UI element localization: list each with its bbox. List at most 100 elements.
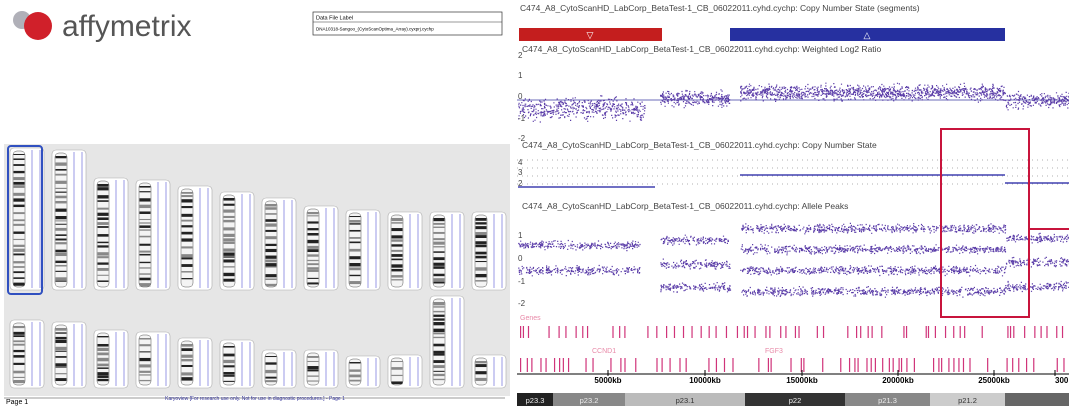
band bbox=[182, 214, 193, 217]
band bbox=[56, 340, 67, 343]
band bbox=[224, 259, 235, 262]
gene bbox=[686, 358, 687, 372]
band bbox=[308, 212, 319, 214]
band bbox=[434, 371, 445, 372]
band bbox=[56, 271, 67, 272]
band bbox=[140, 205, 151, 208]
band bbox=[266, 223, 277, 226]
band bbox=[98, 256, 109, 258]
band bbox=[434, 306, 445, 307]
chromosome bbox=[391, 358, 403, 385]
band bbox=[308, 267, 319, 270]
gene bbox=[906, 358, 907, 372]
gene bbox=[1026, 358, 1027, 372]
gene bbox=[899, 358, 900, 372]
gene bbox=[771, 358, 772, 372]
band bbox=[350, 249, 361, 252]
band bbox=[182, 254, 193, 257]
band bbox=[434, 227, 445, 228]
band bbox=[350, 369, 361, 371]
band bbox=[140, 380, 151, 381]
band bbox=[182, 246, 193, 248]
track-title: C474_A8_CytoScanHD_LabCorp_BetaTest-1_CB… bbox=[522, 201, 848, 211]
band bbox=[434, 374, 445, 376]
band bbox=[266, 362, 277, 364]
gene bbox=[765, 326, 766, 338]
band bbox=[308, 282, 319, 284]
band bbox=[14, 182, 25, 185]
band bbox=[14, 212, 25, 214]
band bbox=[56, 196, 67, 199]
band bbox=[98, 195, 109, 198]
band bbox=[266, 278, 277, 279]
band bbox=[140, 374, 151, 375]
band bbox=[266, 266, 277, 267]
y-axis-label: -2 bbox=[518, 299, 526, 308]
gene bbox=[1012, 358, 1013, 372]
band bbox=[56, 201, 67, 203]
gene bbox=[619, 326, 620, 338]
axis-label: 25000kb bbox=[978, 376, 1010, 385]
gene bbox=[587, 326, 588, 338]
genes-label: Genes bbox=[520, 315, 541, 322]
band bbox=[14, 249, 25, 252]
band bbox=[140, 358, 151, 361]
band bbox=[98, 262, 109, 264]
y-axis-label: 4 bbox=[518, 158, 523, 167]
gene bbox=[933, 358, 934, 372]
band bbox=[266, 377, 277, 379]
band bbox=[56, 277, 67, 280]
band bbox=[224, 354, 235, 357]
gene bbox=[701, 326, 702, 338]
gene bbox=[795, 326, 796, 338]
band bbox=[392, 367, 403, 370]
band bbox=[14, 277, 25, 279]
band bbox=[224, 279, 235, 282]
band bbox=[392, 222, 403, 223]
gene bbox=[963, 358, 964, 372]
band bbox=[434, 351, 445, 354]
band bbox=[56, 234, 67, 236]
band bbox=[224, 375, 235, 377]
band bbox=[182, 232, 193, 235]
band bbox=[56, 209, 67, 212]
band bbox=[434, 266, 445, 269]
gene bbox=[881, 326, 882, 338]
band bbox=[140, 283, 151, 286]
logo-mark bbox=[24, 12, 52, 40]
band bbox=[56, 192, 67, 193]
gene bbox=[780, 326, 781, 338]
cytoband-label: p22 bbox=[789, 396, 802, 405]
band bbox=[140, 244, 151, 246]
gene bbox=[669, 358, 670, 372]
gene bbox=[1057, 358, 1058, 372]
band bbox=[56, 356, 67, 358]
gene bbox=[945, 326, 946, 338]
gene bbox=[624, 358, 625, 372]
band bbox=[182, 355, 193, 358]
gene bbox=[656, 358, 657, 372]
band bbox=[14, 253, 25, 255]
band bbox=[140, 198, 151, 201]
band bbox=[224, 234, 235, 237]
band bbox=[56, 188, 67, 189]
band bbox=[14, 232, 25, 234]
band bbox=[98, 348, 109, 351]
band bbox=[14, 355, 25, 358]
band bbox=[14, 380, 25, 383]
y-axis-label: 2 bbox=[518, 179, 523, 188]
band bbox=[434, 223, 445, 225]
band bbox=[140, 229, 151, 230]
band bbox=[476, 235, 487, 238]
chromosome bbox=[223, 343, 235, 385]
band bbox=[434, 232, 445, 234]
band bbox=[98, 217, 109, 220]
band bbox=[224, 204, 235, 206]
band bbox=[434, 311, 445, 313]
band bbox=[140, 351, 151, 352]
band bbox=[182, 206, 193, 208]
gene bbox=[620, 358, 621, 372]
gene bbox=[868, 326, 869, 338]
band bbox=[434, 251, 445, 252]
band bbox=[266, 259, 277, 262]
